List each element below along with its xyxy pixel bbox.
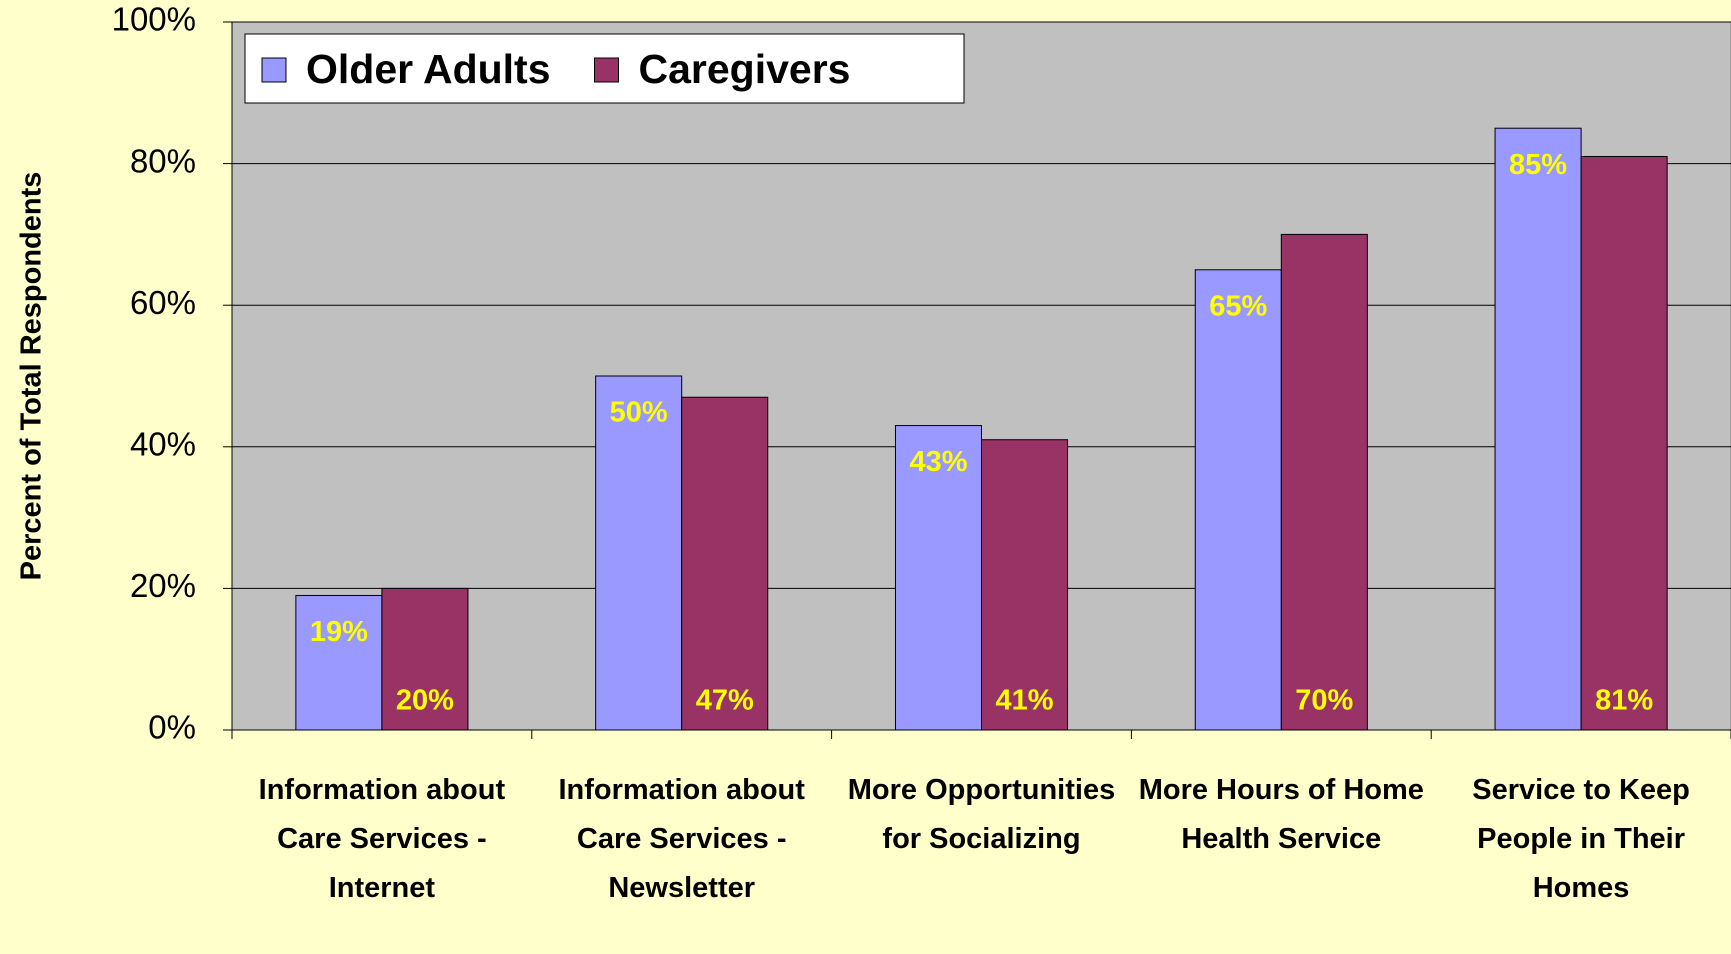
x-tick-label: Information about Care Services - Intern…	[258, 774, 506, 904]
y-tick-label: 20%	[130, 567, 196, 604]
legend-label: Caregivers	[639, 46, 851, 92]
y-axis-label: Percent of Total Respondents	[16, 172, 48, 581]
legend-swatch	[261, 57, 287, 83]
value-label: 41%	[995, 685, 1053, 717]
value-label: 81%	[1595, 685, 1653, 717]
bar	[595, 375, 683, 731]
legend-swatch	[594, 57, 619, 83]
value-label: 19%	[310, 616, 368, 648]
y-tick-label: 80%	[130, 142, 196, 179]
y-tick-label: 0%	[148, 709, 196, 746]
value-label: 85%	[1509, 149, 1567, 181]
value-label: 47%	[696, 685, 754, 717]
bar	[981, 439, 1069, 731]
y-tick-label: 100%	[112, 1, 196, 38]
bar	[1194, 269, 1282, 731]
bar	[1494, 127, 1582, 731]
bar	[1280, 233, 1368, 731]
value-label: 43%	[909, 446, 967, 478]
y-tick-label: 40%	[130, 426, 196, 463]
value-label: 70%	[1295, 685, 1353, 717]
value-label: 65%	[1209, 290, 1267, 322]
bar	[1580, 156, 1668, 731]
value-label: 50%	[610, 397, 668, 429]
bar	[381, 587, 469, 731]
value-label: 20%	[396, 685, 454, 717]
x-tick-label: Information about Care Services - Newsle…	[558, 774, 805, 904]
x-tick-label: More Opportunities for Socializing	[847, 774, 1116, 855]
bar	[681, 396, 769, 731]
y-tick-label: 60%	[130, 284, 196, 321]
bar	[295, 594, 383, 731]
legend-label: Older Adults	[306, 46, 551, 92]
x-tick-label: Service to Keep People in Their Homes	[1472, 774, 1690, 904]
x-tick-label: More Hours of Home Health Service	[1138, 774, 1424, 855]
